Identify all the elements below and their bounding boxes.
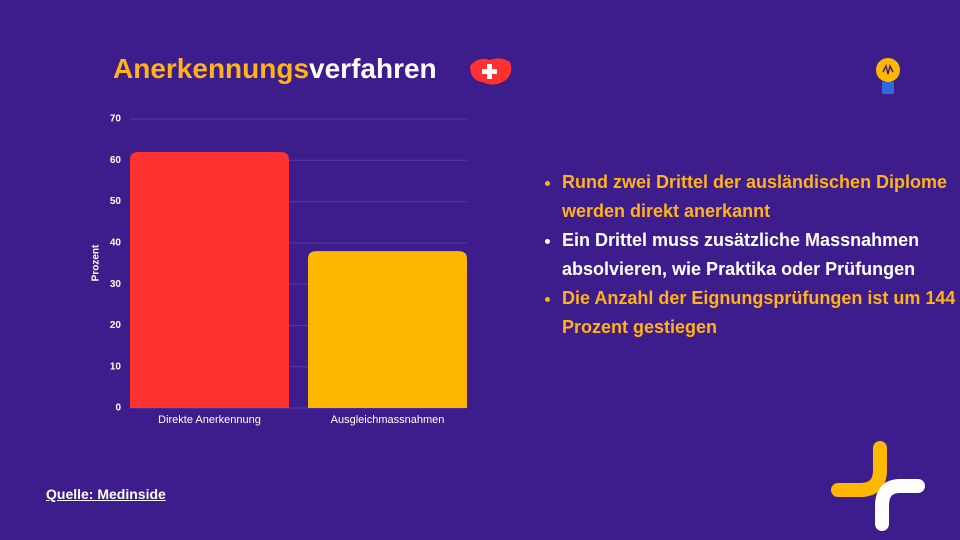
x-tick-label: Ausgleichmassnahmen [331, 414, 445, 426]
bar [130, 152, 289, 408]
lightbulb-icon [876, 58, 900, 94]
bullet-list: Rund zwei Drittel der ausländischen Dipl… [544, 168, 960, 342]
y-tick-label: 10 [110, 361, 122, 372]
logo [831, 441, 925, 531]
bar [308, 251, 467, 408]
title-highlight: Anerkennungs [113, 53, 309, 84]
bullet-item: Die Anzahl der Eignungsprüfungen ist um … [562, 284, 960, 342]
bullet-item: Ein Drittel muss zusätzliche Massnahmen … [562, 226, 960, 284]
title-rest: verfahren [309, 53, 437, 84]
source: Quelle: Medinside [46, 486, 166, 502]
y-tick-label: 40 [110, 237, 122, 248]
bullet-item: Rund zwei Drittel der ausländischen Dipl… [562, 168, 960, 226]
x-tick-label: Direkte Anerkennung [158, 414, 261, 426]
y-tick-label: 30 [110, 279, 122, 290]
swiss-flag-icon [470, 58, 512, 85]
y-tick-label: 20 [110, 320, 122, 331]
y-tick-label: 60 [110, 155, 122, 166]
y-tick-label: 0 [115, 403, 121, 414]
y-tick-label: 70 [110, 114, 122, 125]
y-tick-label: 50 [110, 196, 122, 207]
y-axis-label: Prozent [91, 244, 102, 281]
title: Anerkennungsverfahren [113, 53, 437, 84]
